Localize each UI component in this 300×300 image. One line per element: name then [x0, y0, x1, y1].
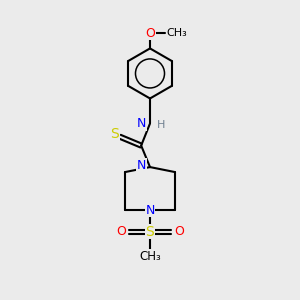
- Text: N: N: [145, 204, 155, 217]
- Text: S: S: [146, 225, 154, 238]
- Text: O: O: [116, 225, 126, 238]
- Text: H: H: [158, 120, 166, 130]
- Text: S: S: [110, 127, 119, 141]
- Text: N: N: [137, 159, 146, 172]
- Text: N: N: [137, 117, 146, 130]
- Text: O: O: [174, 225, 184, 238]
- Text: O: O: [145, 27, 155, 40]
- Text: CH₃: CH₃: [166, 28, 187, 38]
- Text: CH₃: CH₃: [139, 250, 161, 263]
